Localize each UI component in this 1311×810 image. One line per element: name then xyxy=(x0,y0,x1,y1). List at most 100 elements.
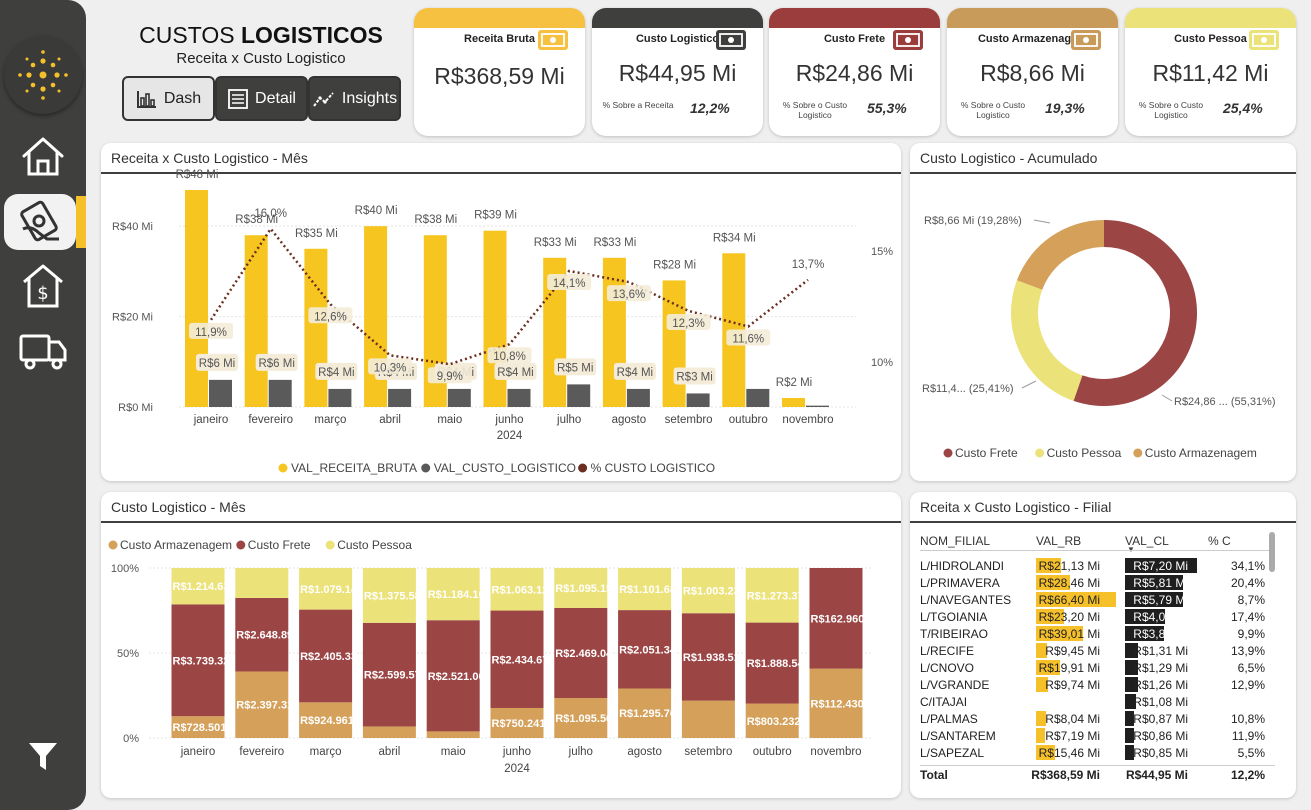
cell-filial: L/RECIFE xyxy=(920,644,975,658)
bar-receita xyxy=(782,397,805,407)
insights-button[interactable]: Insights xyxy=(308,76,401,121)
stack-segment xyxy=(299,609,353,703)
logistics-nav[interactable] xyxy=(4,322,82,378)
stack-label: R$162.960 xyxy=(811,613,865,625)
filter-nav[interactable] xyxy=(4,728,82,784)
bar-label: R$48 Mi xyxy=(176,169,219,181)
cell-pct: 34,1% xyxy=(1230,559,1265,573)
legend-dot xyxy=(421,463,431,473)
bar-label: R$6 Mi xyxy=(258,358,294,370)
stack-segment xyxy=(490,707,544,738)
kpi-value: R$44,95 Mi xyxy=(618,60,737,86)
branch-table-card: Rceita x Custo Logistico - Filial NOM_FI… xyxy=(910,492,1296,798)
stack-segment xyxy=(171,716,225,738)
revenue-cost-chart: R$0 Mi R$20 Mi R$40 Mi 10% 15% R$48 Mi R$6 Mi j… xyxy=(112,169,893,475)
cell-filial: T/RIBEIRAO xyxy=(920,627,989,641)
y-tick-label: R$40 Mi xyxy=(112,221,153,233)
stack-label: R$2.051.34 xyxy=(619,644,677,656)
cl-bar xyxy=(1125,643,1139,658)
cl-bar xyxy=(1125,609,1166,624)
stack-segment xyxy=(171,568,225,605)
kpi-card: Receita Bruta R$368,59 Mi xyxy=(414,8,585,136)
stack-label: R$2.434.67 xyxy=(492,654,549,666)
cell-cl: R$1,26 Mi xyxy=(1133,678,1188,692)
detail-button[interactable]: Detail xyxy=(215,76,308,121)
stack-label: R$1.214.63 xyxy=(173,581,230,593)
rb-bar xyxy=(1036,626,1083,641)
column-header: NOM_FILIAL xyxy=(920,534,991,548)
kpi-card: Custo Frete R$24,86 Mi % Sobre o Custo Log… xyxy=(769,8,940,136)
line-label-bg xyxy=(427,367,472,384)
bar-chart-icon xyxy=(136,90,156,108)
cell-pct: 13,9% xyxy=(1230,644,1265,658)
cell-rb: R$66,40 Mi xyxy=(1038,593,1100,607)
kpi-percent: 12,2% xyxy=(690,100,730,116)
cell-cl: R$0,85 Mi xyxy=(1133,746,1188,760)
column-header: % C xyxy=(1208,534,1231,548)
bar-receita xyxy=(304,248,328,407)
kpi-card: Custo Armazenagem R$8,66 Mi % Sobre o Cust… xyxy=(947,8,1118,136)
legend-label: VAL_CUSTO_LOGISTICO xyxy=(434,461,576,475)
stack-label: R$2.599.57 xyxy=(364,670,421,682)
legend-dot xyxy=(943,448,953,458)
stack-segment xyxy=(554,698,608,738)
line-label: 10,3% xyxy=(374,362,407,374)
table-total: Total R$368,59 Mi R$44,95 Mi 12,2% xyxy=(920,765,1275,783)
money-icon xyxy=(538,30,568,50)
kpi-subtext: % Sobre o Custo Logistico xyxy=(1138,100,1204,120)
y-tick-label: 50% xyxy=(117,648,139,660)
bar-label: R$5 Mi xyxy=(557,362,593,374)
home-nav[interactable] xyxy=(4,128,82,184)
table-body: L/HIDROLANDI R$21,13 Mi R$7,20 Mi 34,1% L/PR… xyxy=(920,557,1275,763)
cell-cl: R$1,29 Mi xyxy=(1133,661,1188,675)
table-row: L/LEDUARDO xyxy=(920,761,1275,763)
cell-cl: R$1,08 Mi xyxy=(1133,695,1188,709)
revenue-nav[interactable]: $ xyxy=(4,258,82,314)
cost-donut-chart: R$8,66 Mi (19,28%) R$11,4... (25,41%) R$24… xyxy=(922,215,1276,460)
chart-title: Custo Logistico - Mês xyxy=(111,499,246,515)
money-icon xyxy=(1249,30,1279,50)
cl-bar xyxy=(1125,592,1183,607)
rb-bar xyxy=(1036,677,1048,692)
table-row: L/TGOIANIA R$23,20 Mi R$4,04 Mi 17,4% xyxy=(920,608,1275,625)
kpi-card: Custo Logistico R$44,95 Mi % Sobre a Recei… xyxy=(592,8,763,136)
cell-cl: R$1,31 Mi xyxy=(1133,644,1188,658)
cell-filial: C/ITAJAI xyxy=(920,695,968,709)
bar-label-bg xyxy=(255,353,298,371)
stack-label: R$1.101.68 xyxy=(619,584,676,596)
x-tick-label: abril xyxy=(379,746,401,758)
line-label: 11,6% xyxy=(732,333,764,345)
truck-icon xyxy=(19,334,67,370)
bar-label: R$3 Mi xyxy=(676,371,712,383)
x-tick-label: março xyxy=(314,414,346,426)
line-label-bg xyxy=(547,273,592,290)
bar-custo xyxy=(507,388,531,407)
cost-nav[interactable] xyxy=(4,194,76,250)
stack-segment xyxy=(745,703,799,738)
table-scrollbar[interactable] xyxy=(1269,532,1275,572)
x-tick-label: maio xyxy=(441,746,466,758)
stack-segment xyxy=(426,731,480,738)
stack-segment xyxy=(681,613,735,701)
cl-bar xyxy=(1125,677,1138,692)
cell-cl: R$3,86 Mi xyxy=(1133,627,1188,641)
bar-label: R$33 Mi xyxy=(593,237,636,249)
kpi-band xyxy=(769,8,940,28)
stack-segment xyxy=(299,702,353,738)
cl-bar xyxy=(1125,694,1136,709)
table-row: C/ITAJAI R$1,08 Mi xyxy=(920,693,1275,710)
table-row: T/RIBEIRAO R$39,01 Mi R$3,86 Mi 9,9% xyxy=(920,625,1275,642)
cell-pct: 9,9% xyxy=(1237,627,1265,641)
dash-button[interactable]: Dash xyxy=(122,76,215,121)
x-tick-label: janeiro xyxy=(180,746,216,758)
rb-bar xyxy=(1036,643,1048,658)
donut-slice xyxy=(1016,220,1104,290)
bar-custo xyxy=(209,379,232,407)
x-tick-label: agosto xyxy=(612,414,647,426)
kpi-band xyxy=(592,8,763,28)
x-tick-label: junho xyxy=(494,414,523,426)
title-rule xyxy=(101,521,901,523)
cost-accumulated-card: Custo Logistico - Acumulado R$8,66 Mi (1… xyxy=(910,143,1296,481)
stack-label: R$2.648.89 xyxy=(236,630,293,642)
kpi-title: Receita Bruta xyxy=(464,33,535,45)
